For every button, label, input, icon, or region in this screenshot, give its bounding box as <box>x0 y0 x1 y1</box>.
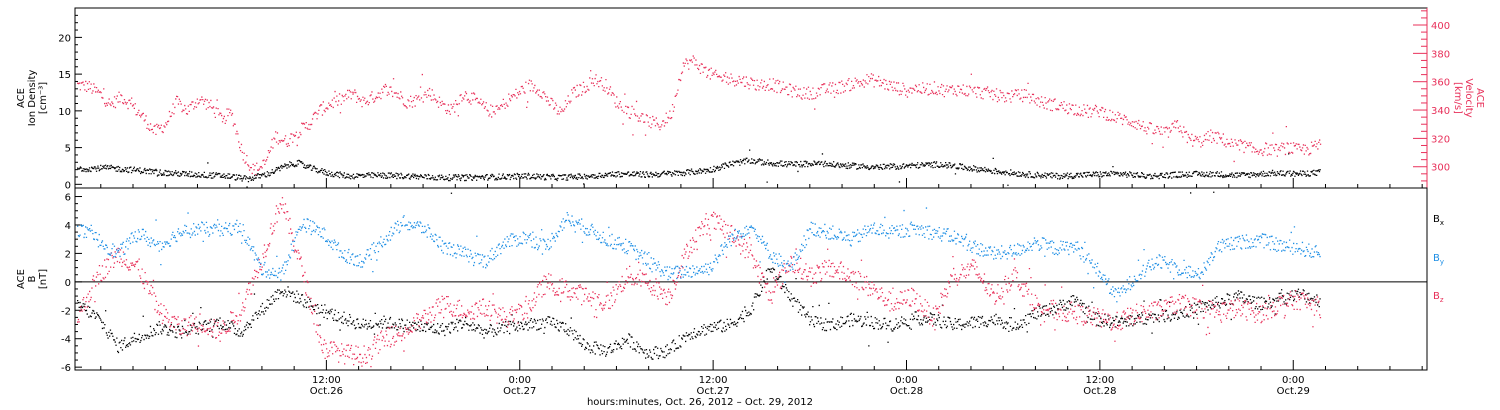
field-tick-label: -6 <box>61 363 71 374</box>
x-tick-date: Oct.27 <box>503 386 536 397</box>
x-tick-date: Oct.29 <box>1277 386 1310 397</box>
legend-sub: x <box>1440 219 1444 227</box>
x-tick-time: 0:00 <box>509 375 531 386</box>
density-tick-label: 15 <box>58 70 71 81</box>
field-title-line: [nT] <box>38 269 49 289</box>
field-title-line: ACE <box>16 269 27 289</box>
density-axis-title: ACE Ion Density [cm⁻³] <box>16 70 49 127</box>
field-tick-label: -2 <box>61 306 71 317</box>
x-tick-time: 12:00 <box>1085 375 1114 386</box>
x-tick-date: Oct.27 <box>697 386 730 397</box>
legend-entry: By <box>1433 253 1444 266</box>
velocity-tick-label: 380 <box>1431 49 1450 60</box>
velocity-tick-label: 340 <box>1431 106 1450 117</box>
density-title-line: ACE <box>16 88 27 108</box>
x-axis-caption: hours:minutes, Oct. 26, 2012 – Oct. 29, … <box>587 397 813 408</box>
legend-main: B <box>1433 253 1440 264</box>
x-tick-time: 12:00 <box>312 375 341 386</box>
field-tick-label: 4 <box>65 221 71 232</box>
plasma-frame <box>74 7 1428 189</box>
x-tick-date: Oct.28 <box>1083 386 1116 397</box>
velocity-tick-label: 300 <box>1431 163 1450 174</box>
field-tick-label: 6 <box>65 193 71 204</box>
x-tick-date: Oct.28 <box>890 386 923 397</box>
velocity-title-line: [km/s] <box>1452 82 1463 114</box>
x-tick-time: 12:00 <box>699 375 728 386</box>
field-axis-title: ACE B [nT] <box>16 269 49 289</box>
velocity-title-line: ACE <box>1474 88 1485 108</box>
field-tick-label: 2 <box>65 249 71 260</box>
field-frame <box>74 187 1428 371</box>
x-tick-time: 0:00 <box>895 375 917 386</box>
legend-main: B <box>1433 214 1440 225</box>
velocity-tick-label: 400 <box>1431 21 1450 32</box>
density-series <box>77 149 1321 194</box>
by-series <box>77 207 1321 303</box>
velocity-title-line: Velocity <box>1463 78 1474 117</box>
density-title-line: Ion Density <box>27 70 38 127</box>
field-tick-label: 0 <box>65 278 71 289</box>
legend-entry: Bz <box>1433 291 1444 304</box>
x-tick-date: Oct.26 <box>310 386 343 397</box>
density-tick-label: 10 <box>58 107 71 118</box>
velocity-tick-label: 360 <box>1431 78 1450 89</box>
x-tick-time: 0:00 <box>1282 375 1304 386</box>
legend-sub: y <box>1440 258 1444 266</box>
field-tick-label: -4 <box>61 335 71 346</box>
legend-sub: z <box>1440 296 1444 304</box>
density-tick-label: 20 <box>58 33 71 44</box>
velocity-tick-label: 320 <box>1431 134 1450 145</box>
x-axis: 12:00Oct.260:00Oct.2712:00Oct.270:00Oct.… <box>100 178 1423 408</box>
legend-main: B <box>1433 291 1440 302</box>
density-tick-label: 0 <box>65 180 71 191</box>
density-tick-label: 5 <box>65 144 71 155</box>
field-title-line: B <box>27 275 38 282</box>
density-title-line: [cm⁻³] <box>38 82 49 114</box>
velocity-series <box>77 55 1322 176</box>
legend-entry: Bx <box>1433 214 1444 227</box>
